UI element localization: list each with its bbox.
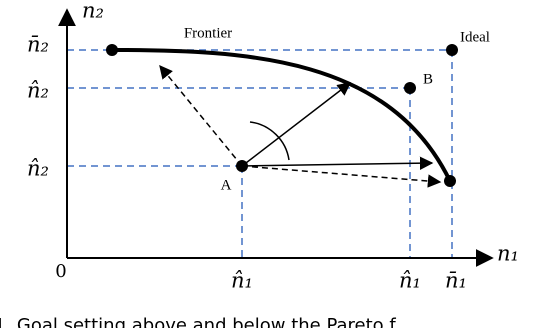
origin-label: 0 — [55, 261, 66, 282]
point-a-label: A — [221, 177, 232, 193]
caption: 1. Goal setting above and below the Pare… — [0, 315, 396, 328]
x-tick-label: n̂₁ — [231, 269, 253, 293]
guides — [67, 49, 453, 258]
x-axis-label: n₁ — [497, 242, 519, 266]
y-tick-label: n̂₂ — [27, 157, 49, 181]
y-tick-label: n̂₂ — [27, 79, 49, 103]
point-b-label: B — [423, 71, 433, 87]
frontier-curve — [111, 48, 452, 182]
frontier-label: Frontier — [184, 25, 232, 41]
x-tick-label: n̄₁ — [445, 269, 467, 293]
points — [106, 44, 458, 187]
x-tick-label: n̂₁ — [399, 269, 421, 293]
y-tick-label: n̄₂ — [27, 33, 49, 57]
axes — [58, 8, 494, 267]
y-axis-label: n₂ — [82, 0, 104, 23]
arrows — [159, 64, 442, 188]
ideal-label: Ideal — [460, 29, 490, 45]
